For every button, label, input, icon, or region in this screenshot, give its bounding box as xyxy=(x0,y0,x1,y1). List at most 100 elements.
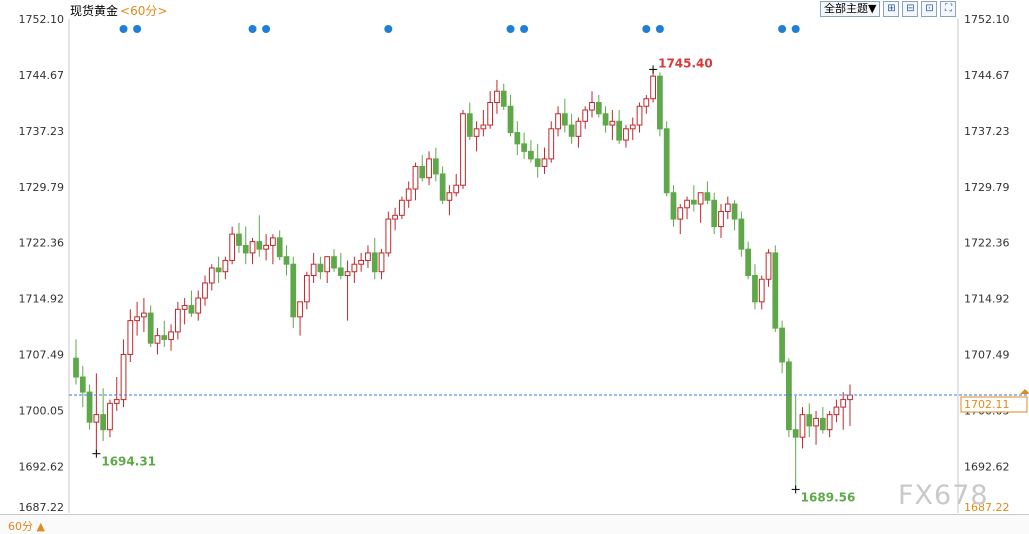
candle-body xyxy=(181,305,188,310)
chart-title: 现货黄金 <60分> xyxy=(70,2,167,19)
period-label[interactable]: <60分> xyxy=(120,4,168,18)
y-tick-label-left: 1707.49 xyxy=(19,349,65,362)
theme-button[interactable]: 全部主题▼ xyxy=(820,1,881,17)
candle-body xyxy=(731,203,738,220)
candle-body xyxy=(494,90,500,103)
candle-body xyxy=(446,192,453,201)
fit-icon[interactable]: ⊡ xyxy=(921,1,938,17)
candle-body xyxy=(317,263,324,273)
candle-body xyxy=(602,113,609,126)
candle-body xyxy=(799,414,806,438)
candle-body xyxy=(541,158,548,167)
candle-body xyxy=(779,327,785,363)
event-dot xyxy=(384,25,393,33)
y-tick-label-right: 1692.62 xyxy=(964,460,1010,473)
candle-body xyxy=(324,256,331,273)
low-annotation: 1694.31 xyxy=(101,455,156,469)
candle-body xyxy=(358,259,365,265)
candle-body xyxy=(480,124,487,130)
candle-body xyxy=(215,267,222,273)
candle-body xyxy=(636,105,643,126)
candle-body xyxy=(724,203,731,213)
candle-body xyxy=(439,173,446,201)
toolbar: 全部主题▼ ⊞ ⊟ ⊡ ⛶ xyxy=(820,1,957,17)
candle-body xyxy=(589,101,595,111)
candle-body xyxy=(242,244,249,254)
candle-body xyxy=(419,165,426,179)
event-dot xyxy=(119,25,128,33)
candle-body xyxy=(629,124,636,130)
candle-body xyxy=(202,282,208,299)
event-dot xyxy=(262,25,271,33)
y-tick-label-left: 1700.05 xyxy=(19,404,65,417)
candle-body xyxy=(113,399,120,404)
candle-body xyxy=(623,128,629,141)
candle-body xyxy=(127,320,134,355)
event-dot xyxy=(791,25,800,33)
candle-body xyxy=(405,188,412,201)
candle-body xyxy=(595,101,602,115)
candle-body xyxy=(677,207,684,220)
candle-body xyxy=(657,75,663,130)
zoom-out-icon[interactable]: ⊟ xyxy=(902,1,919,17)
candle-body xyxy=(100,414,107,431)
candle-body xyxy=(249,241,256,254)
candle-body xyxy=(765,252,772,280)
candle-body xyxy=(168,331,174,340)
candle-body xyxy=(500,90,507,107)
candle-body xyxy=(337,267,344,276)
y-tick-label-right: 1687.22 xyxy=(964,501,1010,514)
candle-body xyxy=(487,101,494,126)
candle-body xyxy=(466,113,473,137)
candle-body xyxy=(643,98,650,107)
candle-body xyxy=(378,252,385,273)
candle-body xyxy=(392,214,398,220)
candle-body xyxy=(650,75,656,100)
candle-body xyxy=(792,429,799,438)
y-tick-label-left: 1752.10 xyxy=(19,13,65,26)
period-selector[interactable]: 60分 ▲ xyxy=(8,520,45,533)
event-dot xyxy=(778,25,787,33)
y-tick-label-left: 1737.23 xyxy=(19,125,65,138)
candle-body xyxy=(120,353,127,401)
candle-body xyxy=(534,158,541,167)
candle-body xyxy=(609,120,616,126)
candle-body xyxy=(236,233,242,246)
y-tick-label-right: 1737.23 xyxy=(964,125,1010,138)
candle-body xyxy=(399,199,405,216)
candle-body xyxy=(86,391,93,423)
candle-body xyxy=(711,199,718,228)
candle-body xyxy=(582,109,589,122)
candle-body xyxy=(412,165,419,190)
candle-body xyxy=(453,184,460,194)
y-tick-label-right: 1729.79 xyxy=(964,181,1010,194)
y-tick-label-right: 1722.36 xyxy=(964,237,1010,250)
zoom-in-icon[interactable]: ⊞ xyxy=(883,1,900,17)
candle-body xyxy=(758,278,765,303)
candle-body xyxy=(684,199,690,209)
candle-body xyxy=(290,263,297,318)
candle-body xyxy=(73,357,79,378)
current-price-label: 1702.11 xyxy=(964,398,1010,411)
y-tick-label-left: 1729.79 xyxy=(19,181,65,194)
event-dot xyxy=(133,25,142,33)
candle-body xyxy=(426,158,432,179)
candle-body xyxy=(568,124,575,137)
event-dot xyxy=(642,25,651,33)
y-tick-label-right: 1752.10 xyxy=(964,13,1010,26)
bottom-bar: 60分 ▲ xyxy=(0,514,1029,534)
candle-body xyxy=(310,263,317,276)
y-tick-label-left: 1744.67 xyxy=(19,69,65,82)
candle-body xyxy=(208,267,215,284)
candle-body xyxy=(704,192,711,201)
candle-body xyxy=(690,199,697,205)
candle-body xyxy=(256,241,263,250)
candle-body xyxy=(147,312,154,344)
candle-body xyxy=(344,271,351,276)
candle-body xyxy=(371,252,378,273)
candle-body xyxy=(134,316,140,322)
candle-body xyxy=(663,128,670,194)
candle-body xyxy=(473,128,480,137)
fullscreen-icon[interactable]: ⛶ xyxy=(940,1,957,17)
